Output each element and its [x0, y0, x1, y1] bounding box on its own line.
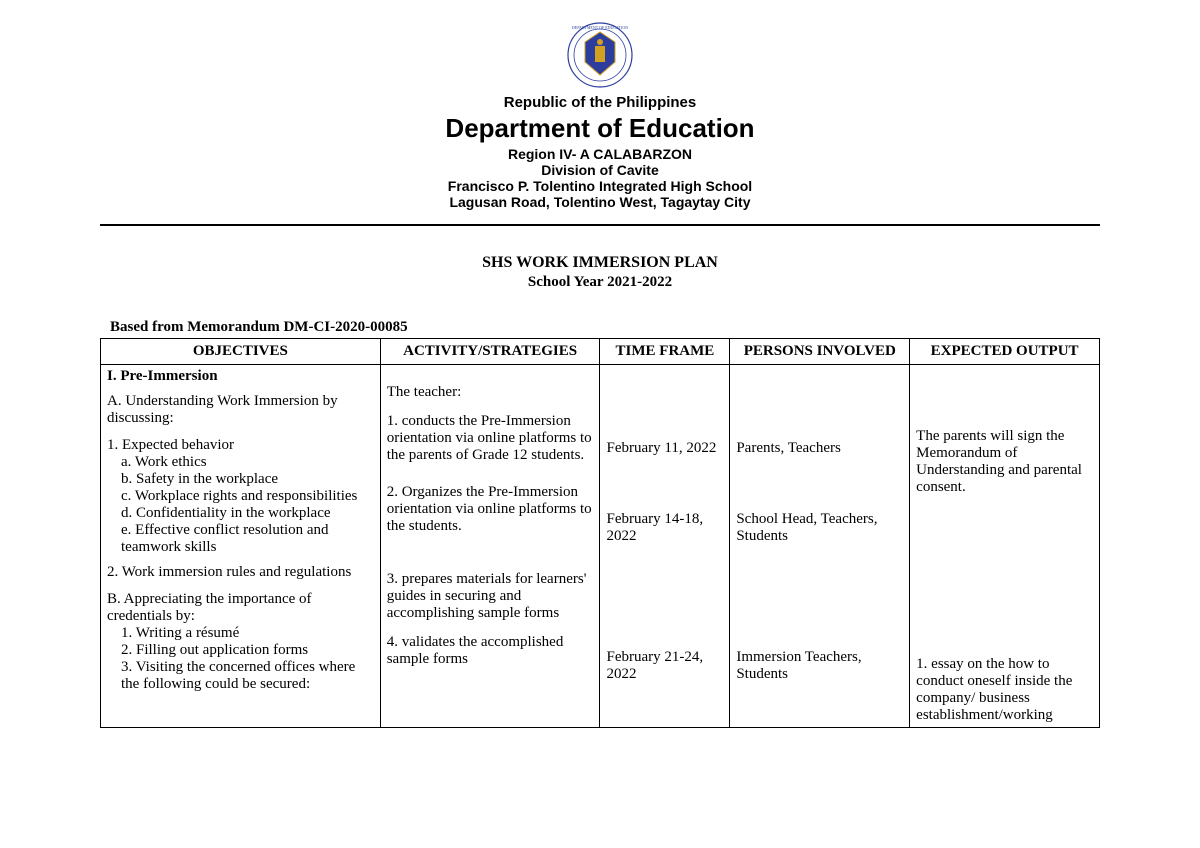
department-line: Department of Education: [0, 113, 1200, 144]
cell-objectives: I. Pre-Immersion A. Understanding Work I…: [101, 365, 381, 728]
svg-text:DEPARTMENT OF EDUCATION: DEPARTMENT OF EDUCATION: [572, 25, 628, 30]
republic-line: Republic of the Philippines: [0, 94, 1200, 111]
section-heading: I. Pre-Immersion: [107, 368, 374, 385]
letterhead: DEPARTMENT OF EDUCATION Republic of the …: [0, 20, 1200, 218]
cell-persons: Parents, Teachers School Head, Teachers,…: [730, 365, 910, 728]
act-4: 4. validates the accomplished sample for…: [387, 634, 594, 668]
obj-b-2: 2. Filling out application forms: [107, 642, 374, 659]
cell-time: February 11, 2022 February 14-18, 2022 F…: [600, 365, 730, 728]
region-line: Region IV- A CALABARZON: [0, 146, 1200, 162]
obj-a-1: 1. Expected behavior: [107, 437, 374, 454]
division-line: Division of Cavite: [0, 162, 1200, 178]
address-line: Lagusan Road, Tolentino West, Tagaytay C…: [0, 194, 1200, 210]
obj-a-1d: d. Confidentiality in the workplace: [107, 505, 374, 522]
obj-a-2: 2. Work immersion rules and regulations: [107, 564, 374, 581]
col-header-persons: PERSONS INVOLVED: [730, 339, 910, 365]
cell-activity: The teacher: 1. conducts the Pre-Immersi…: [380, 365, 600, 728]
act-3: 3. prepares materials for learners' guid…: [387, 571, 594, 622]
output-2: 1. essay on the how to conduct oneself i…: [916, 656, 1093, 724]
obj-a-1a: a. Work ethics: [107, 454, 374, 471]
memo-reference: Based from Memorandum DM-CI-2020-00085: [110, 319, 1200, 336]
time-1: February 11, 2022: [606, 440, 723, 457]
school-line: Francisco P. Tolentino Integrated High S…: [0, 178, 1200, 194]
obj-a-intro: A. Understanding Work Immersion by discu…: [107, 393, 374, 427]
persons-2: School Head, Teachers, Students: [736, 511, 903, 545]
col-header-time: TIME FRAME: [600, 339, 730, 365]
obj-b-3: 3. Visiting the concerned offices where …: [107, 659, 374, 693]
obj-a-1b: b. Safety in the workplace: [107, 471, 374, 488]
deped-seal-logo: DEPARTMENT OF EDUCATION: [565, 20, 635, 90]
seal-icon: DEPARTMENT OF EDUCATION: [565, 20, 635, 90]
act-teacher: The teacher:: [387, 384, 594, 401]
immersion-plan-table: OBJECTIVES ACTIVITY/STRATEGIES TIME FRAM…: [100, 338, 1100, 728]
obj-a-1e: e. Effective conflict resolution and tea…: [107, 522, 374, 556]
col-header-objectives: OBJECTIVES: [101, 339, 381, 365]
plan-title: SHS WORK IMMERSION PLAN: [0, 254, 1200, 272]
table-header-row: OBJECTIVES ACTIVITY/STRATEGIES TIME FRAM…: [101, 339, 1100, 365]
header-divider: [100, 224, 1100, 226]
cell-output: The parents will sign the Memorandum of …: [910, 365, 1100, 728]
table-row: I. Pre-Immersion A. Understanding Work I…: [101, 365, 1100, 728]
obj-a-1c: c. Workplace rights and responsibilities: [107, 488, 374, 505]
output-1: The parents will sign the Memorandum of …: [916, 428, 1093, 496]
persons-3: Immersion Teachers, Students: [736, 649, 903, 683]
time-2: February 14-18, 2022: [606, 511, 723, 545]
document-title-section: SHS WORK IMMERSION PLAN School Year 2021…: [0, 254, 1200, 291]
act-2: 2. Organizes the Pre-Immersion orientati…: [387, 484, 594, 535]
school-year: School Year 2021-2022: [0, 274, 1200, 291]
col-header-activity: ACTIVITY/STRATEGIES: [380, 339, 600, 365]
act-1: 1. conducts the Pre-Immersion orientatio…: [387, 413, 594, 464]
col-header-output: EXPECTED OUTPUT: [910, 339, 1100, 365]
persons-1: Parents, Teachers: [736, 440, 903, 457]
document-page: DEPARTMENT OF EDUCATION Republic of the …: [0, 20, 1200, 728]
time-3: February 21-24, 2022: [606, 649, 723, 683]
obj-b-1: 1. Writing a résumé: [107, 625, 374, 642]
obj-b-intro: B. Appreciating the importance of creden…: [107, 591, 374, 625]
